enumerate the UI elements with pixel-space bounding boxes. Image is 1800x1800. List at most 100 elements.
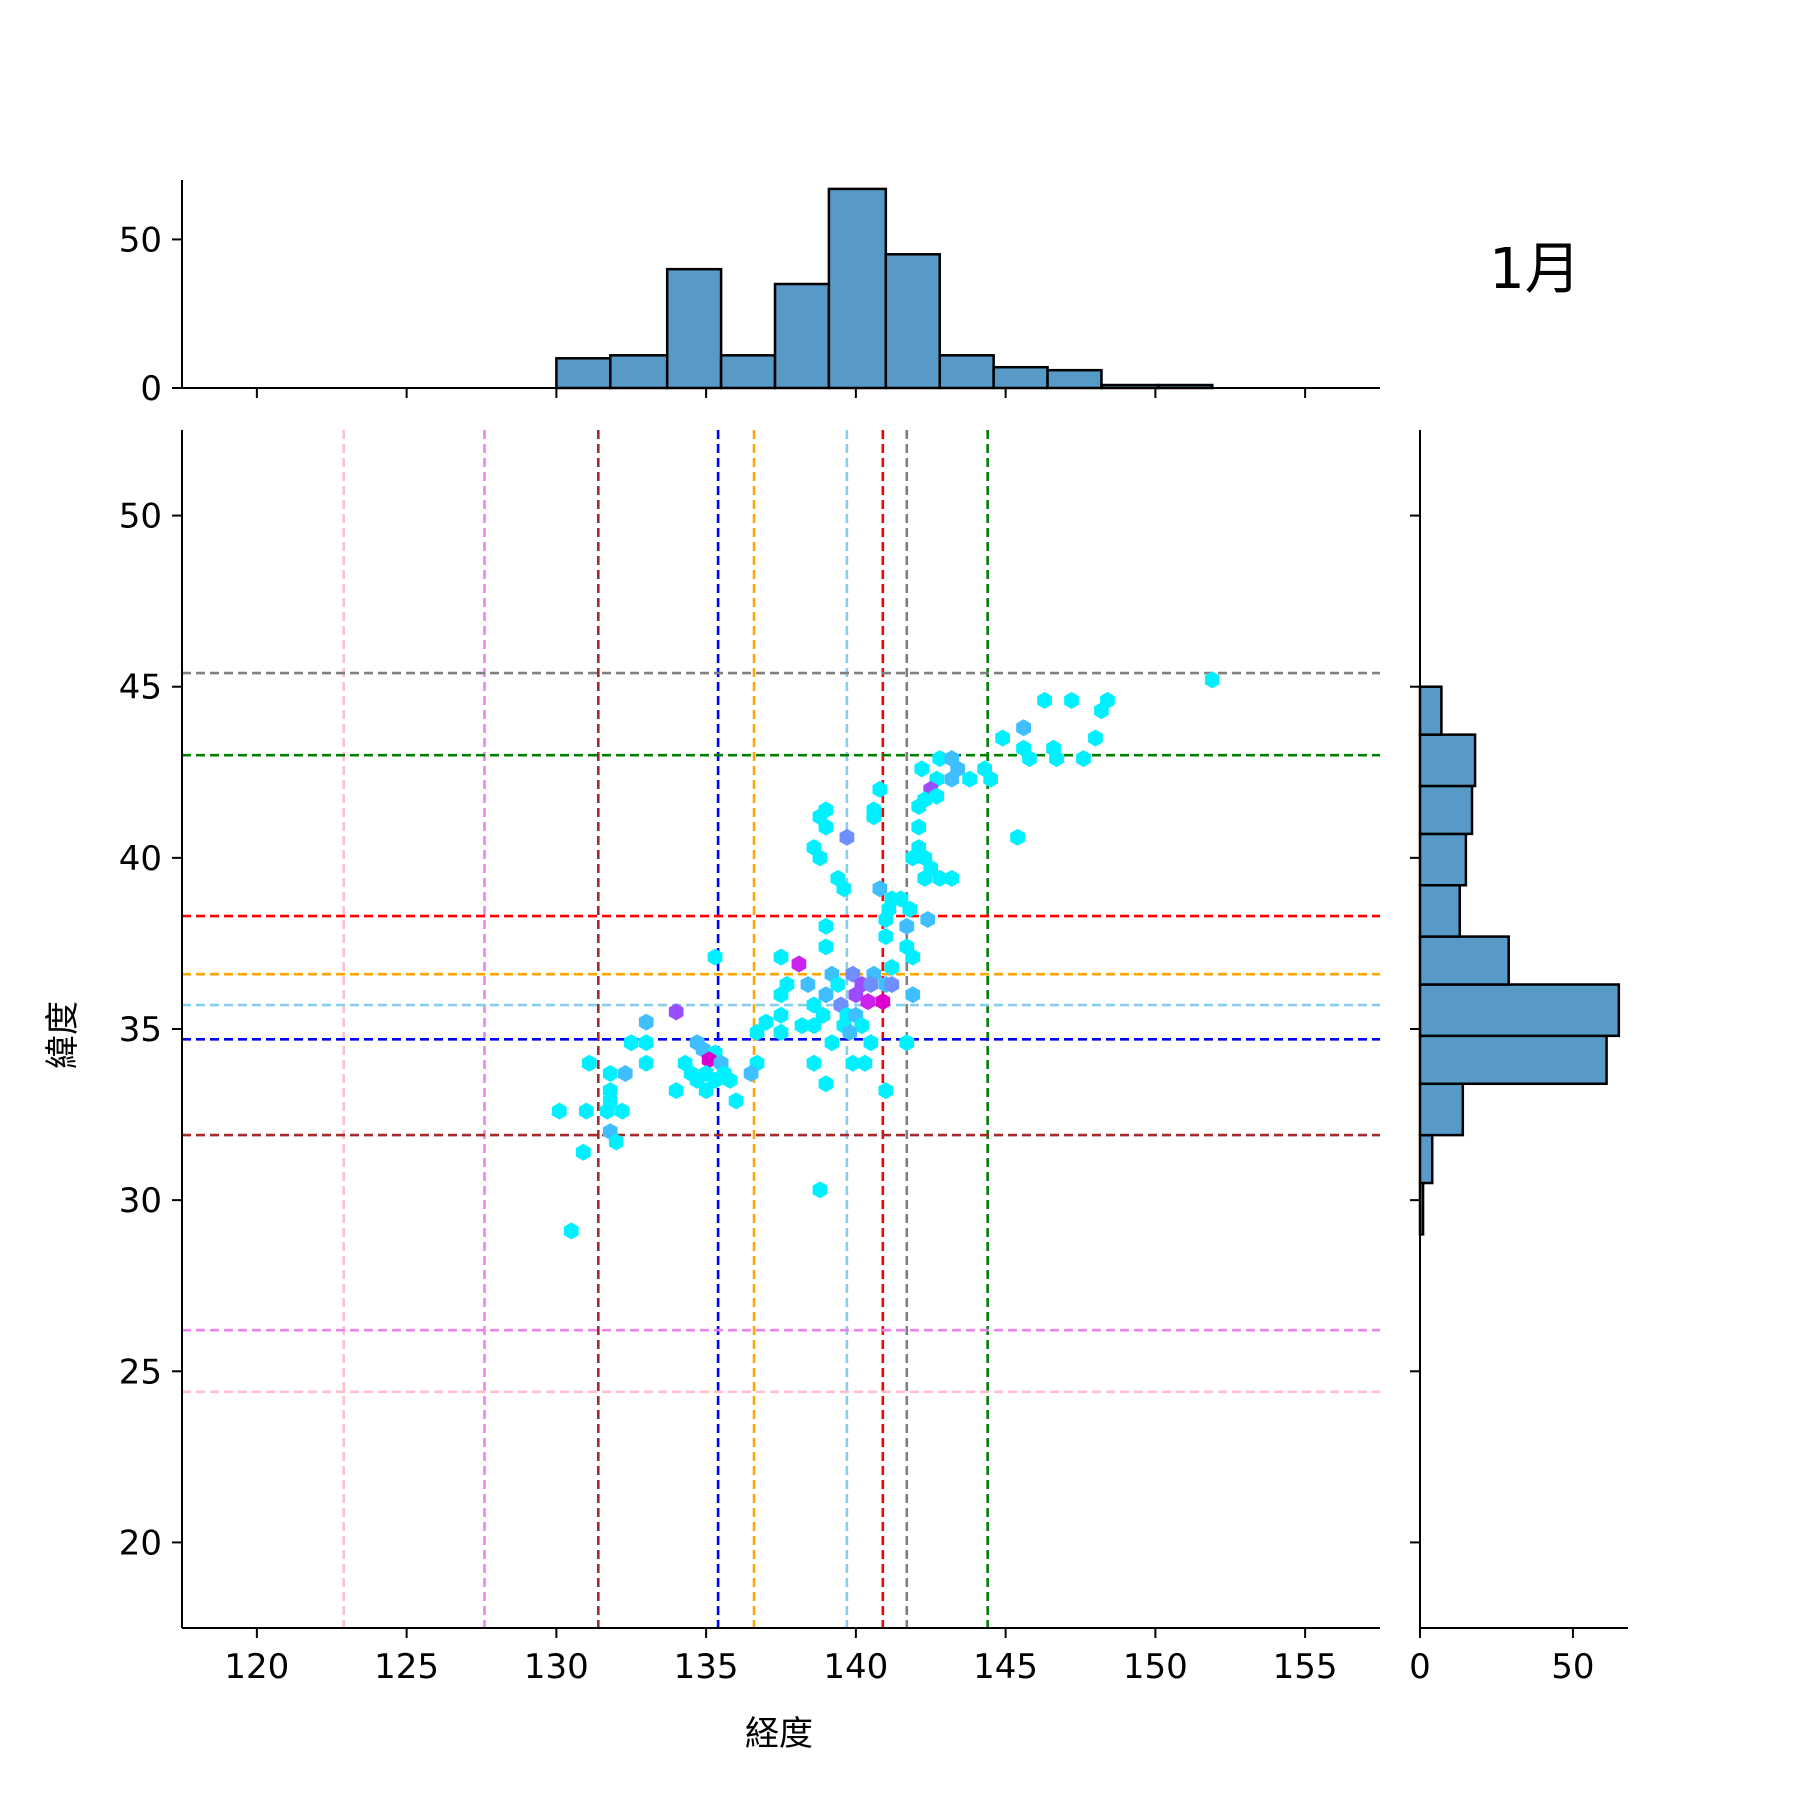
month-label: 1月 xyxy=(1489,237,1581,302)
hexbin-cell xyxy=(845,965,861,983)
hexbin-cell xyxy=(602,1065,618,1082)
hexbin-cell xyxy=(812,1181,828,1199)
hexbin-cell xyxy=(791,955,807,973)
hexbin-cell xyxy=(920,911,936,928)
hexbin-cell xyxy=(929,787,945,805)
x-histogram-bar xyxy=(719,354,777,390)
main-y-ticks: 20 25 30 35 40 45 50 xyxy=(119,497,1420,1563)
hexbin-cell xyxy=(758,1013,774,1031)
marginal-x-histogram: 0 50 xyxy=(119,180,1380,409)
hexbin-cell xyxy=(878,911,894,928)
x-tick-label: 135 xyxy=(674,1647,739,1687)
y-tick-label: 30 xyxy=(119,1181,162,1221)
hexbin-cell xyxy=(872,780,888,798)
hexbin-cell xyxy=(707,948,723,966)
x-tick-label: 155 xyxy=(1273,1647,1338,1687)
hexbin-cell xyxy=(932,750,948,768)
hexbin-cell xyxy=(579,1102,594,1120)
hexbin-cell xyxy=(1010,828,1025,846)
y-histogram-bar xyxy=(1418,883,1462,938)
hexbin-cell xyxy=(1022,750,1037,768)
main-x-ticks: 120 125 130 135 140 145 150 155 xyxy=(224,388,1338,1687)
hexbin-cell xyxy=(818,1075,834,1093)
y-histogram-axes: 0 50 xyxy=(1409,430,1628,1687)
hexbin-cell xyxy=(818,818,834,836)
y-histogram-bar xyxy=(1418,1133,1434,1185)
x-histogram-bar xyxy=(938,354,995,390)
hexbin-cell xyxy=(878,928,894,946)
hexbin-cell xyxy=(698,1082,714,1100)
hexbin-cell xyxy=(875,993,891,1011)
hexbin-cell xyxy=(905,948,921,966)
right-hist-tick-label: 50 xyxy=(1551,1647,1594,1687)
hexbin-cell xyxy=(815,1006,831,1024)
hexbin-cell xyxy=(899,1034,915,1052)
hexbin-cell xyxy=(872,880,888,898)
y-histogram-bar xyxy=(1418,784,1474,836)
y-tick-label: 50 xyxy=(119,497,162,537)
y-tick-label: 35 xyxy=(119,1010,162,1050)
x-tick-label: 120 xyxy=(224,1647,289,1687)
marginal-y-histogram: 0 50 xyxy=(1409,430,1628,1687)
hexbin-cell xyxy=(944,869,960,887)
hexbin-cell xyxy=(860,993,876,1011)
hexbin-cell xyxy=(884,958,900,976)
hexbin-cell xyxy=(884,976,900,993)
hexbin-cell xyxy=(899,917,915,935)
hexbin-cell xyxy=(1016,719,1031,737)
hexbin-cell xyxy=(773,986,789,1004)
x-histogram-axes: 0 50 xyxy=(119,180,1380,409)
hexbin-cell xyxy=(794,1017,810,1035)
hexbin-cell xyxy=(932,869,948,887)
x-histogram-bar xyxy=(665,267,723,390)
top-hist-tick-label: 50 xyxy=(119,220,162,260)
y-tick-label: 45 xyxy=(119,668,162,708)
hexbin-cell xyxy=(911,818,927,836)
y-tick-label: 20 xyxy=(119,1523,162,1563)
hexbin-cell xyxy=(599,1102,615,1120)
hexbin-cell xyxy=(638,1054,654,1072)
main-hexbin-plot: 120 125 130 135 140 145 150 155 20253035404550 … xyxy=(43,388,1420,1754)
x-histogram-bars xyxy=(555,187,1214,390)
hexbin-cell xyxy=(582,1054,597,1072)
x-histogram-bar xyxy=(827,187,888,390)
hexbin-cell xyxy=(806,1054,822,1072)
hexbin-cell xyxy=(552,1102,567,1120)
hexbin-cell xyxy=(893,890,909,908)
y-histogram-bars xyxy=(1418,685,1621,1236)
hexbin-cell xyxy=(576,1143,591,1161)
hexbin-cell xyxy=(857,1054,873,1072)
hexbin-cell xyxy=(983,770,998,788)
hexbin-cell xyxy=(638,1013,654,1031)
hexbin-cell xyxy=(623,1034,639,1052)
hexbin-cell xyxy=(722,1071,738,1089)
hexbin-cell xyxy=(995,729,1010,747)
x-histogram-bar xyxy=(884,253,941,390)
x-histogram-bar xyxy=(555,357,612,390)
hexbin-cell xyxy=(830,976,846,993)
hexbin-cell xyxy=(614,1102,630,1120)
x-histogram-bar xyxy=(773,282,831,390)
hexbin-cell xyxy=(905,849,921,867)
hexbin-cell xyxy=(743,1065,759,1082)
hexbin-cell xyxy=(564,1222,579,1240)
y-histogram-bar xyxy=(1418,733,1477,788)
right-hist-tick-label: 0 xyxy=(1409,1647,1431,1687)
y-histogram-bar xyxy=(1418,935,1510,986)
hexbin-cell xyxy=(773,1023,789,1041)
hexbin-cell xyxy=(728,1092,744,1110)
hexbin-cell xyxy=(962,770,977,788)
hexbin-cell xyxy=(1094,702,1109,720)
y-histogram-bar xyxy=(1418,1082,1465,1137)
x-tick-label: 150 xyxy=(1123,1647,1188,1687)
hexbin-cell xyxy=(806,1017,822,1035)
hexbin-cell xyxy=(905,986,921,1004)
hexbin-cell xyxy=(638,1034,654,1052)
x-histogram-bar xyxy=(609,354,669,390)
y-tick-label: 40 xyxy=(119,839,162,879)
hexbin-cell xyxy=(689,1071,705,1089)
hexbin-cell xyxy=(1076,750,1091,768)
x-tick-label: 140 xyxy=(823,1647,888,1687)
hexbin-cell xyxy=(1204,671,1220,689)
hexbin-cell xyxy=(749,1023,765,1041)
